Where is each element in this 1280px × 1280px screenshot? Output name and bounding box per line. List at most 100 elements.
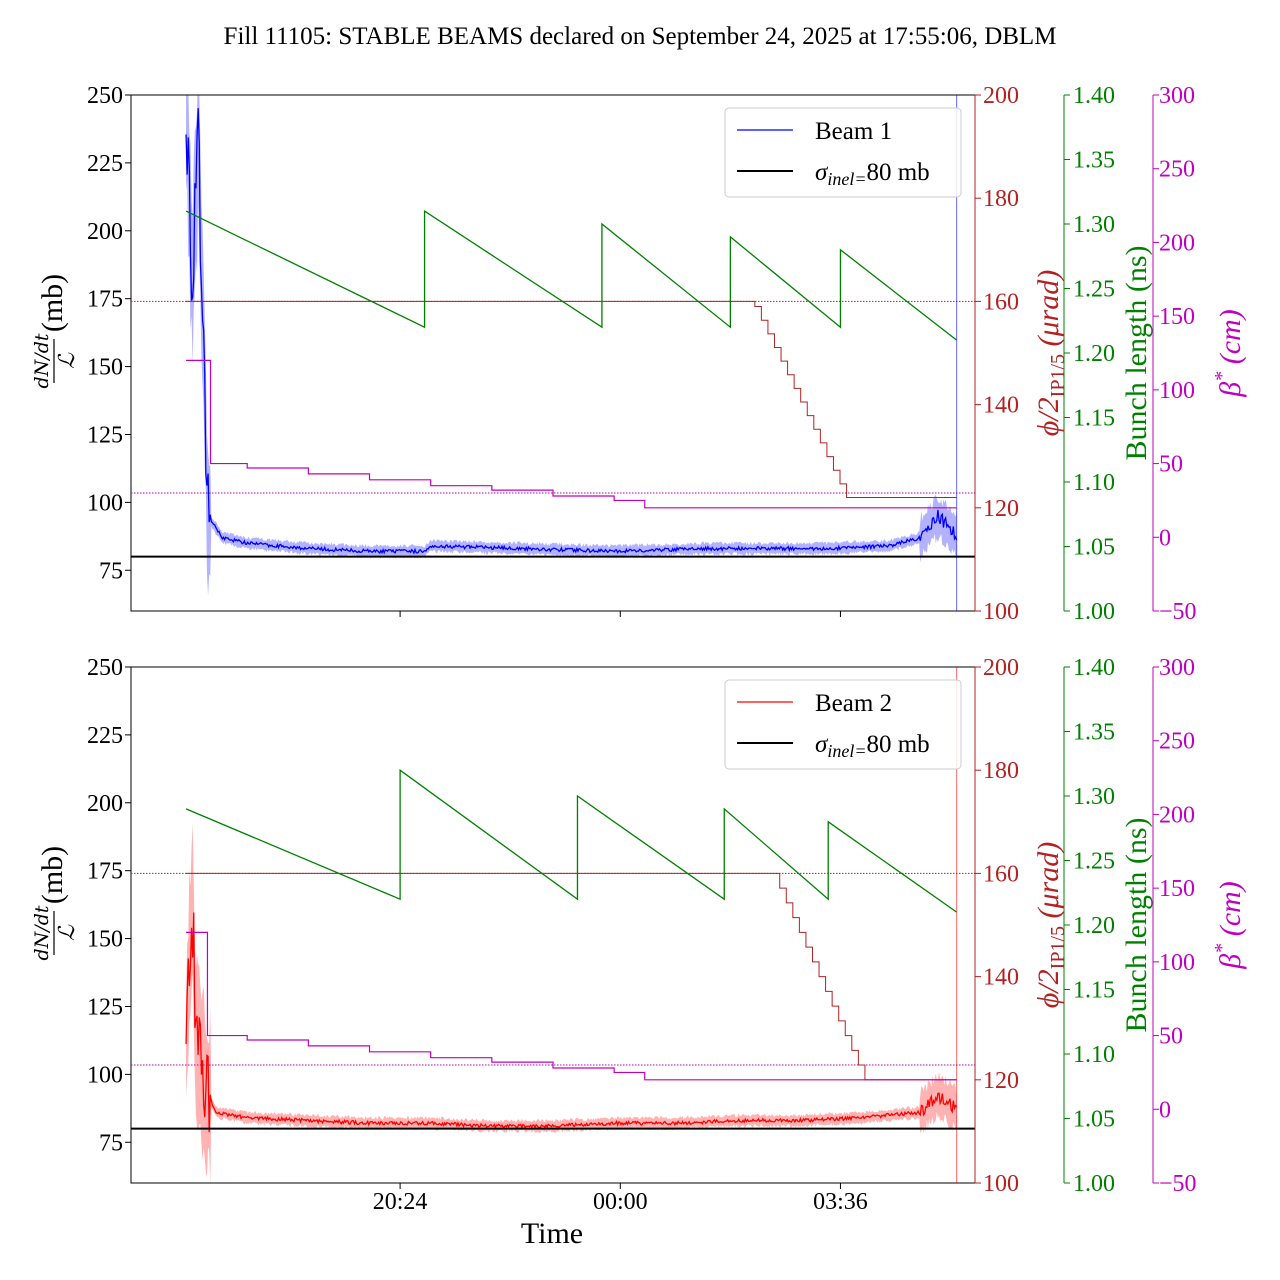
x-tick-label: 00:00 (593, 1189, 648, 1215)
bunch-label-text: Bunch length (ns) (1120, 818, 1153, 1033)
bunch-axis-label: Bunch length (ns) (1120, 818, 1153, 1033)
betastar-axis-label: β* (cm) (1211, 881, 1247, 969)
left-tick-label: 75 (99, 558, 123, 584)
bunch-tick-label: 1.10 (1073, 470, 1115, 496)
legend-beam-label: Beam 1 (815, 118, 892, 145)
figure-title: Fill 11105: STABLE BEAMS declared on Sep… (224, 23, 1057, 50)
bunch-tick-label: 1.30 (1073, 212, 1115, 238)
betastar-tick-label: 50 (1159, 452, 1183, 478)
crossing-label-text: ϕ/2IP1/5 (μrad) (1032, 270, 1069, 436)
plot-area (131, 95, 975, 611)
left-tick-label: 75 (99, 1130, 123, 1156)
legend-sigma-label: σinel=80 mb (815, 731, 930, 761)
left-tick-label: 250 (87, 83, 123, 109)
betastar-tick-label: 200 (1159, 230, 1195, 256)
crossing-tick-label: 180 (983, 758, 1019, 784)
left-tick-label: 100 (87, 490, 123, 516)
plot-area (131, 667, 975, 1183)
x-tick-label: 20:24 (373, 1189, 428, 1215)
time-axis: Time (521, 1217, 583, 1250)
x-tick-label: 03:36 (813, 1189, 868, 1215)
crossing-tick-label: 140 (983, 393, 1019, 419)
betastar-tick-label: 100 (1159, 950, 1195, 976)
crossing-tick-label: 200 (983, 83, 1019, 109)
left-tick-label: 200 (87, 219, 123, 245)
bunch-tick-label: 1.15 (1073, 978, 1115, 1004)
bunch-tick-label: 1.20 (1073, 341, 1115, 367)
bunch-tick-label: 1.10 (1073, 1042, 1115, 1068)
left-tick-label: 100 (87, 1062, 123, 1088)
left-label-denominator: ℒ (55, 352, 80, 369)
crossing-angle-line (186, 300, 957, 498)
x-axis-label: Time (521, 1217, 583, 1250)
betastar-tick-label: 150 (1159, 304, 1195, 330)
betastar-line (186, 359, 957, 509)
crossing-label-text: ϕ/2IP1/5 (μrad) (1032, 842, 1069, 1008)
crossing-tick-label: 120 (983, 496, 1019, 522)
crossing-tick-label: 140 (983, 965, 1019, 991)
bunch-tick-label: 1.05 (1073, 535, 1115, 561)
beam-cross-section-line (185, 912, 958, 1133)
left-tick-label: 125 (87, 422, 123, 448)
left-axis-label: dN/dt ℒ (mb) (31, 846, 80, 961)
crossing-tick-label: 160 (983, 289, 1019, 315)
betastar-label-text: β* (cm) (1211, 881, 1247, 969)
betastar-tick-label: 300 (1159, 83, 1195, 109)
bunch-tick-label: 1.40 (1073, 83, 1115, 109)
crossing-axis-label: ϕ/2IP1/5 (μrad) (1032, 842, 1069, 1008)
betastar-tick-label: 250 (1159, 157, 1195, 183)
betastar-tick-label: 100 (1159, 378, 1195, 404)
left-label-numerator: dN/dt (31, 333, 53, 388)
betastar-tick-label: 300 (1159, 655, 1195, 681)
left-tick-label: 225 (87, 151, 123, 177)
betastar-tick-label: 0 (1159, 525, 1171, 551)
betastar-tick-label: −50 (1159, 1171, 1197, 1197)
bunch-tick-label: 1.40 (1073, 655, 1115, 681)
left-label-unit: (mb) (36, 846, 69, 904)
betastar-tick-label: 0 (1159, 1097, 1171, 1123)
betastar-label-text: β* (cm) (1211, 309, 1247, 397)
crossing-axis-label: ϕ/2IP1/5 (μrad) (1032, 270, 1069, 436)
crossing-tick-label: 180 (983, 186, 1019, 212)
bunch-tick-label: 1.35 (1073, 148, 1115, 174)
bunch-length-line (185, 768, 958, 913)
betastar-tick-label: 250 (1159, 729, 1195, 755)
crossing-tick-label: 100 (983, 1171, 1019, 1197)
left-tick-label: 250 (87, 655, 123, 681)
left-tick-label: 175 (87, 287, 123, 313)
left-label-numerator: dN/dt (31, 905, 53, 960)
bunch-length-line (185, 209, 958, 341)
legend-beam-label: Beam 2 (815, 690, 892, 717)
crossing-tick-label: 160 (983, 861, 1019, 887)
left-tick-label: 125 (87, 994, 123, 1020)
legend-sigma-label: σinel=80 mb (815, 159, 930, 189)
bunch-tick-label: 1.15 (1073, 406, 1115, 432)
bunch-tick-label: 1.20 (1073, 913, 1115, 939)
beam-cross-section-line (185, 108, 958, 555)
left-tick-label: 150 (87, 927, 123, 953)
betastar-line (186, 931, 957, 1081)
bunch-tick-label: 1.00 (1073, 1171, 1115, 1197)
bunch-tick-label: 1.00 (1073, 599, 1115, 625)
bunch-tick-label: 1.25 (1073, 277, 1115, 303)
betastar-tick-label: 150 (1159, 876, 1195, 902)
crossing-tick-label: 100 (983, 599, 1019, 625)
bunch-tick-label: 1.30 (1073, 784, 1115, 810)
bunch-tick-label: 1.05 (1073, 1107, 1115, 1133)
betastar-tick-label: 200 (1159, 802, 1195, 828)
bunch-label-text: Bunch length (ns) (1120, 246, 1153, 461)
bunch-axis-label: Bunch length (ns) (1120, 246, 1153, 461)
left-tick-label: 150 (87, 355, 123, 381)
betastar-axis-label: β* (cm) (1211, 309, 1247, 397)
left-label-unit: (mb) (36, 274, 69, 332)
crossing-angle-line (186, 872, 957, 1081)
left-tick-label: 225 (87, 723, 123, 749)
crossing-tick-label: 120 (983, 1068, 1019, 1094)
bunch-tick-label: 1.35 (1073, 720, 1115, 746)
left-tick-label: 175 (87, 859, 123, 885)
left-tick-label: 200 (87, 791, 123, 817)
bottom-panel: 75 100 125 150 175 200 225 250 100 120 140 160 180 20… (31, 655, 1247, 1215)
betastar-tick-label: −50 (1159, 599, 1197, 625)
left-axis-label: dN/dt ℒ (mb) (31, 274, 80, 389)
